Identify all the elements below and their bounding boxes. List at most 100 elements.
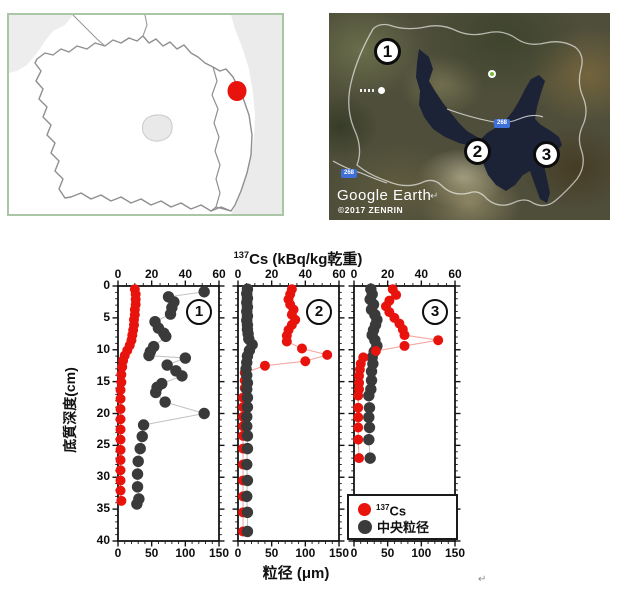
place-label-marks [360, 89, 362, 92]
y-tick-label: 20 [96, 405, 110, 420]
route-badge-1: 268 [494, 119, 510, 128]
top-tick-label: 0 [234, 267, 242, 281]
cs-point [116, 369, 127, 380]
bottom-axis-title: 粒径 (μm) [262, 565, 330, 582]
grain-point [365, 374, 378, 387]
top-tick-label: 40 [414, 267, 428, 281]
lake-inawashiro [142, 114, 173, 142]
cs-point [353, 422, 364, 433]
grain-point [363, 402, 376, 414]
grain-point [131, 468, 144, 480]
return-mark-icon: ↵ [430, 191, 439, 202]
chart-legend: 137Cs 中央粒径 [347, 494, 458, 540]
google-earth-credit: Google Earth [337, 187, 432, 204]
cs-point [115, 414, 126, 425]
cs-point [399, 330, 410, 341]
grain-point [137, 419, 150, 431]
cs-point [281, 336, 292, 347]
grain-point [241, 401, 254, 413]
grain-point [136, 430, 148, 443]
depth-profile-panel-2: 2 [232, 280, 345, 547]
inner-border-line [210, 66, 232, 212]
bottom-tick-label: 50 [144, 546, 159, 560]
grain-point [241, 525, 254, 538]
cs-point [399, 340, 410, 351]
bottom-tick-label: 150 [444, 546, 466, 560]
grain-point [131, 481, 144, 493]
panel-number-badge-2: 2 [306, 299, 332, 325]
paragraph-return-mark: ↵ [478, 574, 487, 585]
cs-point [353, 390, 364, 401]
y-tick-label: 10 [96, 341, 110, 356]
top-tick-label: 60 [212, 267, 226, 281]
top-tick-label: 20 [144, 267, 159, 281]
bottom-tick-label: 150 [208, 546, 230, 560]
grain-point [134, 442, 146, 455]
cs-point [115, 485, 126, 496]
depth-profile-panel-1: 1 [112, 280, 225, 547]
north-border-line [72, 15, 148, 47]
panel-number-badge-1: 1 [186, 299, 212, 325]
grain-point [365, 365, 378, 378]
satellite-image: 1 2 3 268 268 Google Earth ©2017 ZENRIN … [329, 13, 610, 220]
cs-point [115, 384, 126, 395]
cs-series-line [242, 289, 330, 532]
top-tick-label: 40 [178, 267, 192, 281]
grain-point [241, 410, 253, 423]
depth-profile-panel-3: 3 [348, 280, 461, 547]
cs-point [354, 370, 365, 381]
prefecture-map [7, 13, 284, 216]
lake-east-body [479, 75, 562, 203]
panel-plot-svg [232, 280, 345, 547]
top-tick-label: 0 [350, 267, 358, 281]
grain-point [363, 433, 375, 446]
cs-point [115, 434, 126, 445]
cs-point [433, 335, 444, 346]
grain-point [161, 359, 173, 371]
cs-point [353, 402, 364, 413]
cs-point [115, 465, 126, 476]
grain-point [241, 506, 254, 519]
top-tick-label: 40 [298, 267, 312, 281]
top-axis-title: 137Cs (kBq/kg乾重) [178, 248, 418, 269]
panel-plot-svg [348, 280, 461, 547]
y-tick-label: 5 [103, 309, 110, 324]
grain-point [131, 498, 143, 510]
cs-point [115, 455, 126, 466]
grain-point [241, 391, 254, 404]
legend-row-cs: 137Cs [358, 500, 456, 518]
grain-point [241, 420, 253, 432]
site-marker-3: 3 [533, 141, 560, 168]
y-tick-label: 35 [96, 501, 110, 516]
top-tick-label: 60 [448, 267, 462, 281]
bottom-tick-label: 100 [175, 546, 196, 560]
cs-point [116, 495, 127, 506]
bottom-tick-label: 50 [264, 546, 279, 560]
y-tick-label: 0 [103, 278, 110, 292]
lake-svg [332, 23, 587, 207]
grain-series [240, 283, 258, 538]
legend-cs-label: 137Cs [376, 502, 407, 519]
grain-point [176, 370, 188, 382]
location-marker [227, 81, 247, 101]
cs-point [354, 453, 365, 464]
bottom-tick-label: 100 [411, 546, 432, 560]
grain-point [364, 452, 376, 464]
grain-point [198, 407, 210, 420]
axis-ticks [232, 280, 345, 547]
panel-number-badge-3: 3 [422, 299, 448, 325]
grain-point [363, 421, 376, 434]
lake-west-arm [416, 49, 485, 146]
cs-point [300, 356, 311, 367]
grain-series [363, 283, 383, 464]
panel-plot-svg [112, 280, 225, 547]
cs-point [296, 343, 307, 354]
grain-point [132, 455, 144, 468]
top-tick-label: 0 [114, 267, 122, 281]
top-tick-label: 20 [264, 267, 279, 281]
grain-point [241, 458, 253, 471]
legend-grain-marker-icon [358, 520, 372, 534]
cs-point [115, 444, 126, 455]
legend-grain-label: 中央粒径 [377, 519, 430, 535]
